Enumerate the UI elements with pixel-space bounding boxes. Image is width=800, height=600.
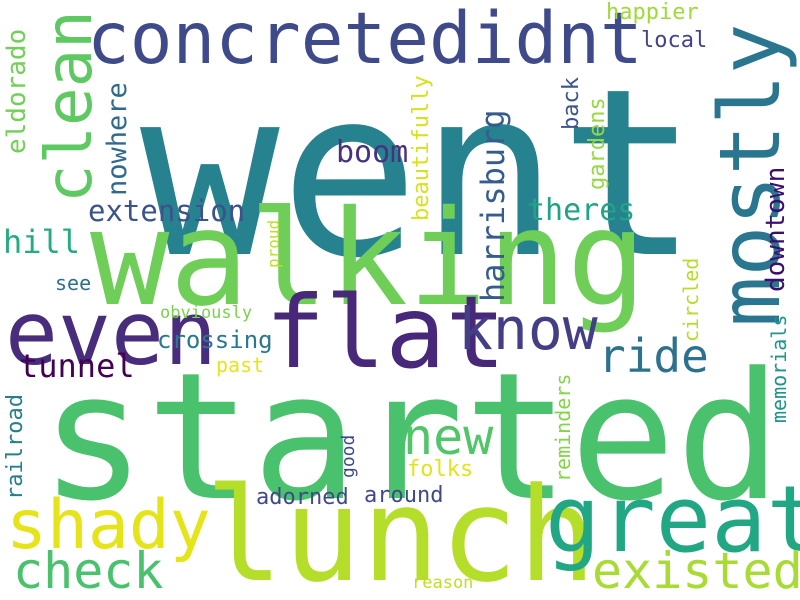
word-obviously: obviously xyxy=(160,303,253,323)
word-crossing: crossing xyxy=(157,326,273,354)
word-good: good xyxy=(338,434,359,478)
word-adorned: adorned xyxy=(256,485,349,510)
word-happier: happier xyxy=(606,0,699,25)
word-started: started xyxy=(40,335,782,540)
word-nowhere: nowhere xyxy=(102,82,133,196)
word-proud: proud xyxy=(264,219,283,268)
word-beautifully: beautifully xyxy=(409,75,434,221)
word-lunch: lunch xyxy=(205,459,597,600)
word-flat: flat xyxy=(265,274,506,391)
word-extension: extension xyxy=(88,194,246,228)
word-local: local xyxy=(641,28,708,53)
word-gardens: gardens xyxy=(585,97,610,190)
word-new: new xyxy=(403,408,494,466)
word-ride: ride xyxy=(598,329,709,383)
word-check: check xyxy=(13,542,164,600)
word-even: even xyxy=(5,282,217,385)
word-know: know xyxy=(458,295,598,363)
word-past: past xyxy=(216,353,265,377)
word-tunnel: tunnel xyxy=(19,347,135,385)
word-railroad: railroad xyxy=(3,394,28,500)
word-memorials: memorials xyxy=(767,314,791,423)
word-clean: clean xyxy=(33,10,107,203)
word-hill: hill xyxy=(3,223,81,261)
word-great: great xyxy=(545,466,800,573)
word-shady: shady xyxy=(6,486,211,565)
word-reminders: reminders xyxy=(551,373,575,482)
word-downtown: downtown xyxy=(761,166,791,292)
word-theres: theres xyxy=(527,193,636,228)
word-walking: walking xyxy=(90,182,647,336)
word-see: see xyxy=(55,271,92,295)
word-eldorado: eldorado xyxy=(2,28,32,154)
word-reason: reason xyxy=(412,573,474,593)
word-harrisburg: harrisburg xyxy=(474,109,512,302)
word-folks: folks xyxy=(407,457,474,482)
word-went: went xyxy=(140,39,699,309)
word-around: around xyxy=(364,483,444,508)
word-existed: existed xyxy=(592,542,800,600)
word-back: back xyxy=(559,77,584,130)
word-concretedidnt: concretedidnt xyxy=(87,0,643,80)
word-circled: circled xyxy=(679,257,703,342)
word-boom: boom xyxy=(336,135,409,170)
